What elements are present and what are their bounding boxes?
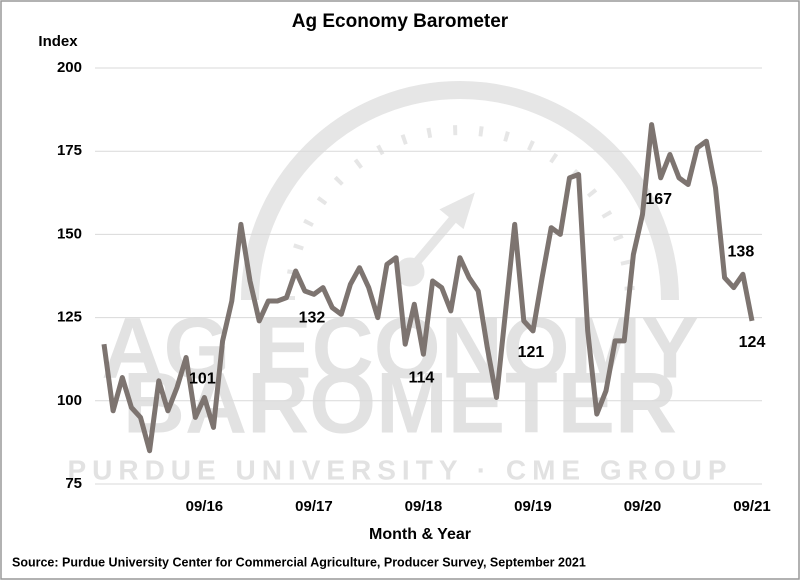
x-tick-label: 09/19 — [514, 498, 552, 515]
data-label: 138 — [728, 244, 755, 261]
data-line — [101, 122, 755, 454]
data-label: 132 — [299, 310, 326, 327]
source: Source: Purdue University Center for Com… — [12, 555, 586, 569]
data-label: 124 — [739, 334, 766, 351]
data-label: 167 — [645, 191, 672, 208]
y-tick-label: 125 — [57, 309, 82, 326]
y-tick-label: 200 — [57, 59, 82, 76]
y-tick-label: 175 — [57, 142, 82, 159]
chart-title: Ag Economy Barometer — [292, 11, 509, 32]
data-label: 101 — [189, 371, 216, 388]
x-axis-label: Month & Year — [369, 526, 471, 543]
data-label: 114 — [409, 369, 435, 386]
data-label: 121 — [518, 344, 545, 361]
y-tick-label: 100 — [57, 392, 82, 409]
watermark: PURDUE UNIVERSITY · CME GROUP — [67, 454, 732, 485]
y-tick-label: 75 — [65, 475, 82, 492]
x-tick-label: 09/20 — [624, 498, 662, 515]
y-axis-label: Index — [38, 33, 78, 50]
x-tick-label: 09/16 — [186, 498, 224, 515]
x-tick-label: 09/17 — [295, 498, 333, 515]
x-tick-label: 09/18 — [405, 498, 443, 515]
y-tick-label: 150 — [57, 225, 82, 242]
x-tick-label: 09/21 — [733, 498, 771, 515]
